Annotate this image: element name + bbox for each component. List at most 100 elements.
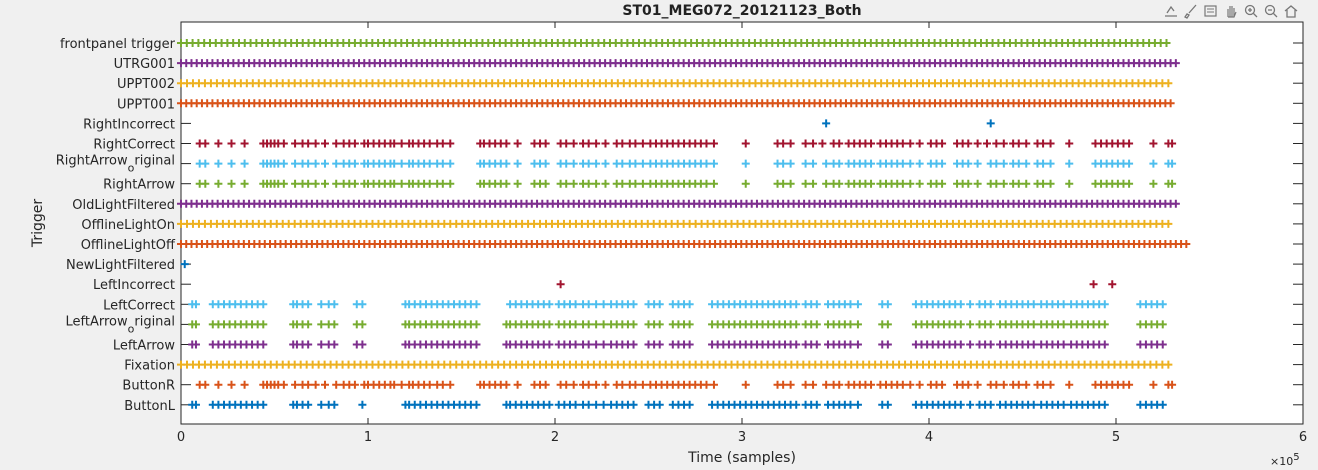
data-point <box>846 320 855 329</box>
data-point <box>569 380 578 389</box>
data-point <box>1039 179 1048 188</box>
x-tick-label: 5 <box>1112 430 1120 445</box>
data-point <box>330 320 339 329</box>
data-point <box>638 139 647 148</box>
data-point <box>822 159 831 168</box>
zoom-out-icon[interactable] <box>1262 2 1280 20</box>
data-point <box>938 159 947 168</box>
data-point <box>446 159 455 168</box>
data-point <box>227 159 236 168</box>
data-point <box>1046 139 1055 148</box>
data-point <box>601 139 610 148</box>
data-point <box>812 320 821 329</box>
data-point <box>350 179 359 188</box>
y-tick-label: LeftIncorrect <box>93 278 175 293</box>
data-point <box>358 300 367 309</box>
data-point <box>191 340 200 349</box>
data-point <box>966 340 975 349</box>
data-point <box>956 300 965 309</box>
data-point <box>973 139 982 148</box>
series-utrg001 <box>177 59 1180 68</box>
data-point <box>964 179 973 188</box>
data-point <box>992 179 1001 188</box>
brush-icon[interactable] <box>1182 2 1200 20</box>
y-tick-label: RightArroworiginal <box>56 154 175 175</box>
series-oldlightfiltered <box>177 199 1180 208</box>
y-tick-label: UPPT002 <box>117 77 175 92</box>
data-point <box>191 300 200 309</box>
data-point <box>982 139 991 148</box>
data-point <box>1168 159 1177 168</box>
data-point <box>1065 380 1074 389</box>
data-point <box>999 380 1008 389</box>
data-point <box>835 380 844 389</box>
data-point <box>397 139 406 148</box>
data-point <box>938 139 947 148</box>
data-point <box>332 159 341 168</box>
datatip-icon[interactable] <box>1202 2 1220 20</box>
data-point <box>1014 380 1023 389</box>
x-exponent: ×105 <box>1270 452 1300 468</box>
data-point <box>801 179 810 188</box>
data-point <box>1125 380 1134 389</box>
data-point <box>397 179 406 188</box>
data-point <box>358 400 367 409</box>
data-point <box>311 380 320 389</box>
data-point <box>1100 400 1109 409</box>
data-point <box>472 400 481 409</box>
data-point <box>898 179 907 188</box>
data-point <box>584 340 593 349</box>
data-point <box>1059 300 1068 309</box>
data-point <box>513 159 522 168</box>
data-point <box>541 139 550 148</box>
data-point <box>472 320 481 329</box>
data-point <box>599 320 608 329</box>
data-point <box>562 159 571 168</box>
data-point <box>1168 380 1177 389</box>
home-icon[interactable] <box>1282 2 1300 20</box>
data-point <box>291 380 300 389</box>
data-point <box>1065 159 1074 168</box>
x-tick-label: 2 <box>551 430 559 445</box>
data-point <box>291 159 300 168</box>
data-point <box>915 139 924 148</box>
data-point <box>320 179 329 188</box>
data-point <box>304 320 313 329</box>
data-point <box>425 159 434 168</box>
data-point <box>801 139 810 148</box>
data-point <box>227 380 236 389</box>
data-point <box>835 139 844 148</box>
data-point <box>545 300 554 309</box>
data-point <box>779 139 788 148</box>
data-point <box>867 139 876 148</box>
data-point <box>201 139 210 148</box>
data-point <box>867 179 876 188</box>
data-point <box>809 159 818 168</box>
y-tick-label: ButtonL <box>124 399 176 414</box>
data-point <box>240 380 249 389</box>
data-point <box>1162 39 1171 47</box>
data-point <box>446 380 455 389</box>
data-point <box>702 159 711 168</box>
data-point <box>1125 159 1134 168</box>
series-rightcorrect <box>195 139 1177 148</box>
data-point <box>1046 179 1055 188</box>
data-point <box>1108 280 1117 289</box>
data-point <box>291 139 300 148</box>
data-point <box>599 340 608 349</box>
data-point <box>592 340 601 349</box>
data-point <box>1065 139 1074 148</box>
y-tick-label: LeftArroworiginal <box>66 314 176 335</box>
zoom-in-icon[interactable] <box>1242 2 1260 20</box>
data-point <box>812 400 821 409</box>
data-point <box>599 400 608 409</box>
pan-icon[interactable] <box>1222 2 1240 20</box>
data-point <box>986 340 995 349</box>
data-point <box>964 159 973 168</box>
data-point <box>809 179 818 188</box>
data-point <box>956 320 965 329</box>
data-point <box>317 340 326 349</box>
export-icon[interactable] <box>1162 2 1180 20</box>
data-point <box>446 179 455 188</box>
chart-title: ST01_MEG072_20121123_Both <box>622 3 861 19</box>
